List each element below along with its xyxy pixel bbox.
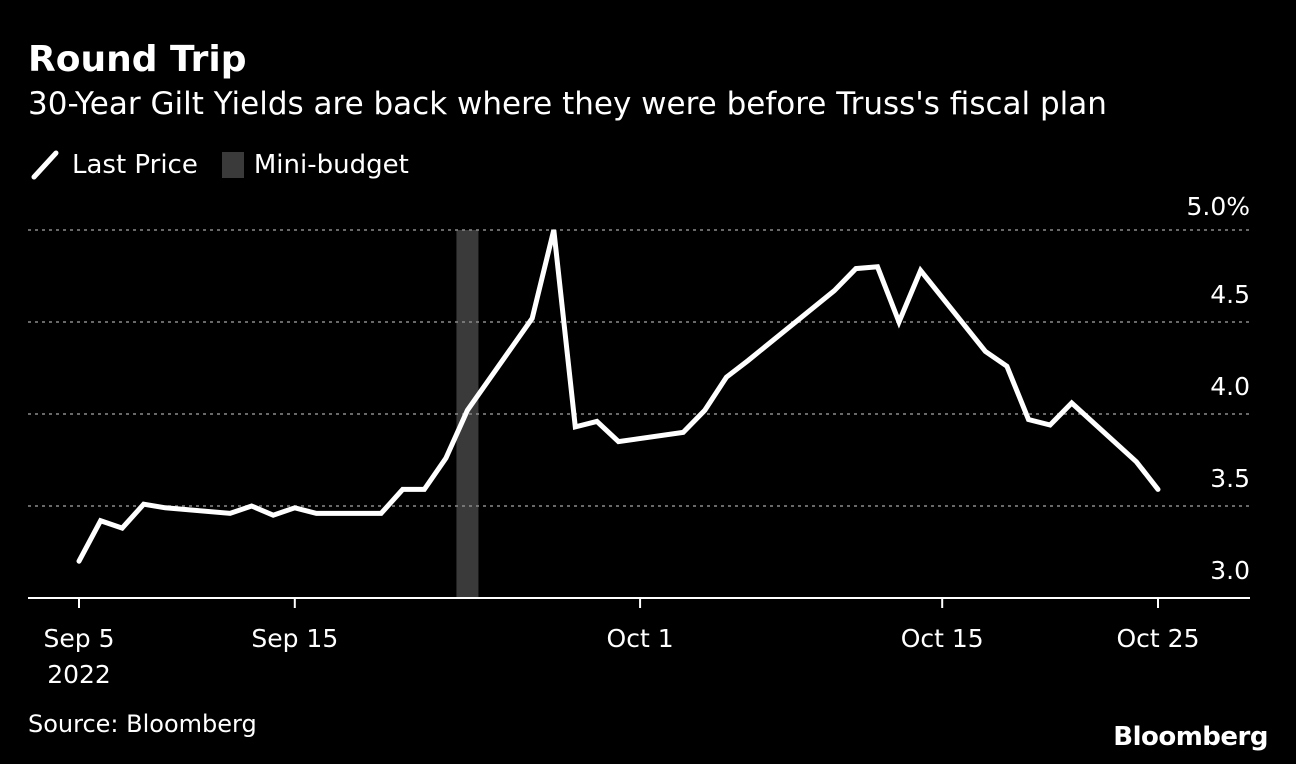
y-tick-label: 3.5 (1210, 464, 1250, 493)
x-tick-label: Sep 5 (44, 624, 115, 653)
legend-item-mini-budget: Mini-budget (221, 150, 409, 180)
y-tick-label: 3.0 (1210, 556, 1250, 585)
x-tick-label: Sep 15 (251, 624, 338, 653)
x-tick-label: Oct 15 (901, 624, 984, 653)
chart-subtitle: 30-Year Gilt Yields are back where they … (28, 86, 1107, 122)
bloomberg-logo: Bloomberg (1113, 722, 1268, 752)
axis-layer (28, 597, 1250, 608)
series-line-last-price (76, 229, 1161, 564)
x-tick-label: Oct 1 (607, 624, 674, 653)
grid-layer (28, 229, 1250, 507)
x-tick-sublabel: 2022 (47, 660, 111, 689)
y-tick-label: 4.5 (1210, 280, 1250, 309)
x-tick-label: Oct 25 (1117, 624, 1200, 653)
legend-band-swatch (221, 152, 244, 178)
label-layer: 5.0% 4.5 4.0 3.5 3.0 Sep 5 2022 Sep 15 Oct 1 Oct … (44, 192, 1250, 689)
legend-label-last-price: Last Price (72, 150, 198, 180)
source-note: Source: Bloomberg (28, 710, 257, 738)
legend: Last Price Mini-budget (30, 150, 433, 180)
legend-item-last-price: Last Price (30, 150, 198, 180)
line-layer (76, 229, 1161, 564)
chart-title: Round Trip (28, 39, 247, 80)
legend-line-icon (31, 150, 59, 180)
y-tick-label: 5.0% (1186, 192, 1250, 221)
legend-label-mini-budget: Mini-budget (253, 150, 409, 180)
y-tick-label: 4.0 (1210, 372, 1250, 401)
